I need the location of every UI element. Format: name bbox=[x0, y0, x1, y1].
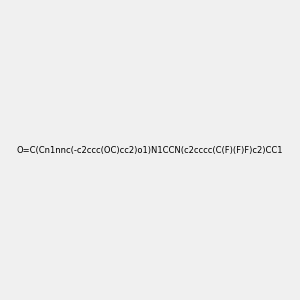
Text: O=C(Cn1nnc(-c2ccc(OC)cc2)o1)N1CCN(c2cccc(C(F)(F)F)c2)CC1: O=C(Cn1nnc(-c2ccc(OC)cc2)o1)N1CCN(c2cccc… bbox=[17, 146, 283, 154]
